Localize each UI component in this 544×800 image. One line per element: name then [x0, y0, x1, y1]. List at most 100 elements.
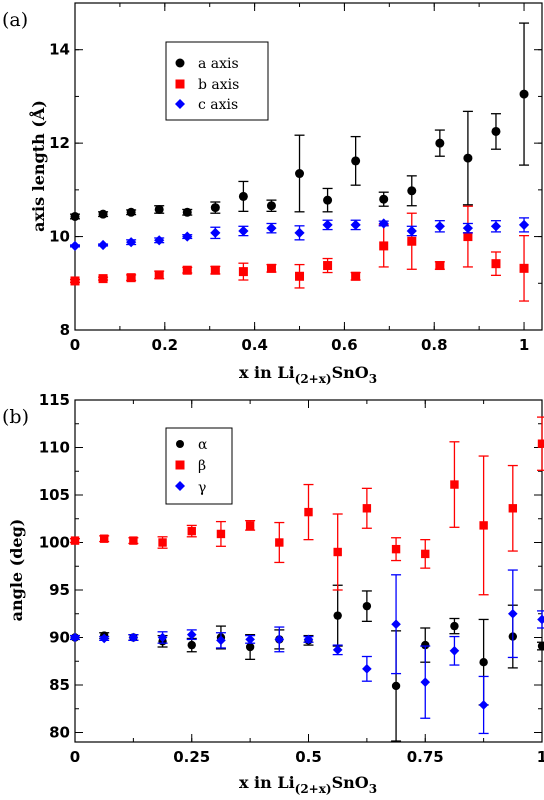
data-point: [362, 664, 372, 674]
data-point: [435, 261, 445, 271]
data-point: [158, 538, 167, 547]
data-point: [70, 211, 80, 221]
panel-a-xlabel-post: SnO: [332, 363, 369, 382]
data-point: [154, 204, 164, 214]
y-tick-label: 10: [49, 228, 70, 246]
panel-a-xlabel-sub2: 3: [369, 372, 377, 386]
data-point: [333, 547, 342, 557]
y-tick-label: 80: [49, 724, 70, 742]
data-point: [216, 635, 226, 646]
panel-b-xlabel-sub2: 3: [369, 782, 377, 796]
legend-beta-label: β: [198, 458, 206, 474]
data-point: [210, 227, 221, 238]
data-point: [210, 203, 220, 213]
data-point: [128, 632, 139, 643]
data-point: [294, 227, 305, 238]
data-point: [69, 240, 81, 252]
x-tick-label: 0.5: [295, 748, 322, 766]
x-tick-label: 0: [70, 336, 80, 354]
panel-a-xlabel-pre: x in Li: [239, 363, 295, 382]
y-tick-label: 95: [49, 581, 70, 599]
data-point: [450, 480, 459, 489]
data-point: [518, 219, 530, 230]
panel-b-xlabel: x in Li(2+x)SnO3: [239, 773, 377, 796]
x-tick-label: 0.6: [331, 336, 358, 354]
legend-a-axis-marker: [175, 58, 185, 68]
series-0: [70, 22, 530, 221]
legend-gamma-marker: [175, 481, 185, 491]
x-tick-label: 0.4: [241, 336, 268, 354]
data-point: [323, 261, 333, 271]
data-point: [463, 232, 473, 242]
data-point: [187, 640, 196, 650]
data-point: [450, 621, 459, 631]
x-tick-label: 1: [519, 336, 529, 354]
data-point: [435, 138, 445, 148]
data-point: [126, 237, 137, 248]
data-point: [391, 544, 401, 554]
y-tick-label: 14: [49, 41, 70, 59]
data-point: [508, 504, 518, 513]
data-point: [157, 632, 168, 643]
data-point: [462, 223, 474, 234]
series-1: [70, 205, 530, 302]
data-point: [490, 221, 502, 232]
data-point: [333, 611, 342, 620]
data-point: [508, 608, 518, 619]
data-point: [379, 194, 389, 204]
y-tick-label: 90: [49, 629, 70, 647]
y-tick-label: 85: [49, 676, 70, 694]
series-0: [70, 584, 544, 742]
data-point: [238, 225, 249, 237]
data-point: [187, 526, 196, 536]
data-point: [420, 677, 431, 687]
panel-b-axes: 0 0.25 0.5 0.75 1 80 85 90 95 100 105 110 115: [39, 391, 544, 766]
panel-b-ylabel: angle (deg): [7, 519, 26, 622]
data-point: [126, 207, 136, 217]
data-point: [154, 270, 164, 280]
data-point: [182, 207, 192, 217]
data-point: [70, 632, 80, 643]
data-point: [479, 521, 488, 530]
legend-b-axis-marker: [175, 79, 185, 89]
legend-gamma-label: γ: [198, 480, 206, 496]
data-point: [362, 601, 372, 611]
y-tick-label: 8: [60, 321, 70, 339]
data-point: [304, 507, 313, 517]
panel-a-frame: [74, 2, 543, 331]
panel-b-xlabel-post: SnO: [332, 773, 369, 792]
x-tick-label: 0.8: [421, 336, 448, 354]
data-point: [99, 633, 109, 644]
data-point: [434, 221, 445, 232]
panel-a-xlabel: x in Li(2+x)SnO3: [239, 363, 377, 386]
data-point: [245, 521, 255, 530]
data-point: [491, 126, 501, 136]
data-point: [322, 219, 333, 230]
y-tick-label: 110: [39, 439, 70, 457]
data-point: [182, 265, 192, 275]
panel-b: (b) 0 0.25 0.5 0.75 1 80 85 90 95 100 105 110 115 an…: [2, 391, 544, 796]
data-point: [519, 263, 529, 273]
data-point: [126, 273, 136, 283]
panel-b-marks: [70, 416, 544, 742]
data-point: [421, 640, 430, 650]
data-point: [266, 201, 276, 211]
legend-alpha-label: α: [198, 437, 208, 453]
data-point: [216, 529, 226, 539]
data-point: [378, 218, 389, 229]
legend-alpha-marker: [176, 440, 184, 448]
data-point: [98, 209, 108, 219]
y-tick-label: 12: [49, 134, 70, 152]
data-point: [407, 236, 417, 246]
data-point: [275, 538, 284, 547]
panel-a-axes: 0 0.2 0.4 0.6 0.8 1 8 10 12 14: [49, 2, 542, 354]
panel-a-marks: [69, 22, 530, 302]
data-point: [210, 265, 220, 275]
data-point: [129, 536, 138, 545]
data-point: [491, 259, 501, 269]
data-point: [350, 219, 361, 230]
legend-c-axis-marker: [175, 99, 185, 109]
data-point: [238, 267, 248, 277]
data-point: [351, 271, 361, 281]
